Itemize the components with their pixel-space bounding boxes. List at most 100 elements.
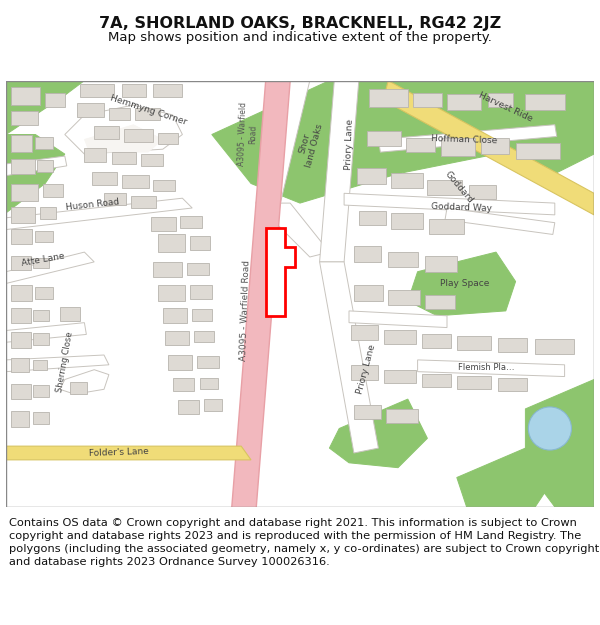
Polygon shape — [11, 308, 31, 322]
Polygon shape — [425, 295, 455, 309]
Polygon shape — [158, 234, 185, 252]
Polygon shape — [422, 334, 451, 348]
Polygon shape — [192, 309, 212, 321]
Polygon shape — [441, 138, 475, 156]
Polygon shape — [256, 203, 329, 257]
Polygon shape — [6, 252, 94, 284]
Text: 7A, SHORLAND OAKS, BRACKNELL, RG42 2JZ: 7A, SHORLAND OAKS, BRACKNELL, RG42 2JZ — [99, 16, 501, 31]
Polygon shape — [481, 138, 509, 154]
Polygon shape — [204, 399, 221, 411]
Polygon shape — [11, 358, 29, 372]
Polygon shape — [37, 160, 53, 172]
Polygon shape — [357, 168, 386, 184]
Polygon shape — [173, 378, 194, 391]
Polygon shape — [320, 81, 359, 262]
Polygon shape — [388, 291, 419, 305]
Polygon shape — [43, 184, 63, 198]
Polygon shape — [368, 89, 408, 107]
Polygon shape — [35, 138, 53, 149]
Polygon shape — [11, 184, 38, 201]
Text: Priory Lane: Priory Lane — [356, 344, 377, 396]
Polygon shape — [124, 129, 153, 142]
Polygon shape — [212, 81, 594, 203]
Polygon shape — [11, 207, 35, 222]
Polygon shape — [178, 400, 199, 414]
Polygon shape — [6, 446, 251, 460]
Polygon shape — [349, 311, 447, 328]
Polygon shape — [498, 338, 527, 352]
Polygon shape — [351, 365, 379, 379]
Polygon shape — [151, 217, 176, 231]
Polygon shape — [11, 411, 29, 426]
Polygon shape — [200, 378, 218, 389]
Polygon shape — [388, 252, 418, 267]
Polygon shape — [515, 143, 560, 159]
Polygon shape — [6, 134, 65, 213]
Polygon shape — [190, 286, 212, 299]
Polygon shape — [457, 376, 491, 389]
Polygon shape — [526, 379, 594, 507]
Polygon shape — [11, 159, 35, 174]
Polygon shape — [391, 173, 422, 188]
Text: Goddard Way: Goddard Way — [431, 202, 492, 214]
Polygon shape — [498, 378, 527, 391]
Polygon shape — [60, 370, 109, 394]
Polygon shape — [163, 308, 187, 322]
Polygon shape — [391, 213, 422, 229]
Circle shape — [529, 407, 571, 450]
Polygon shape — [141, 154, 163, 166]
Polygon shape — [422, 374, 451, 388]
Polygon shape — [427, 179, 462, 195]
Polygon shape — [386, 409, 418, 422]
Polygon shape — [11, 384, 31, 399]
Polygon shape — [11, 332, 31, 348]
Text: Sherring Close: Sherring Close — [55, 331, 74, 393]
Polygon shape — [77, 103, 104, 117]
Polygon shape — [418, 360, 565, 376]
Polygon shape — [122, 84, 146, 98]
Polygon shape — [6, 156, 67, 176]
Polygon shape — [34, 360, 47, 370]
Text: Map shows position and indicative extent of the property.: Map shows position and indicative extent… — [108, 31, 492, 44]
Polygon shape — [367, 131, 401, 146]
Polygon shape — [320, 262, 379, 453]
Polygon shape — [65, 105, 182, 154]
Polygon shape — [384, 329, 416, 344]
Polygon shape — [94, 126, 119, 139]
Polygon shape — [467, 81, 594, 174]
Text: Flemish Pla…: Flemish Pla… — [458, 363, 514, 372]
Polygon shape — [408, 252, 515, 316]
Polygon shape — [11, 229, 32, 244]
Polygon shape — [354, 405, 382, 419]
Polygon shape — [6, 198, 192, 229]
Polygon shape — [351, 324, 379, 340]
Polygon shape — [457, 336, 491, 350]
Polygon shape — [194, 331, 214, 342]
Polygon shape — [425, 256, 457, 272]
Text: Hemmyng Corner: Hemmyng Corner — [109, 93, 188, 127]
Polygon shape — [181, 216, 202, 227]
Polygon shape — [406, 138, 435, 152]
Polygon shape — [488, 93, 512, 107]
Polygon shape — [329, 399, 427, 468]
Polygon shape — [354, 286, 383, 301]
Text: Huson Road: Huson Road — [65, 198, 119, 212]
Polygon shape — [85, 148, 106, 162]
Text: Contains OS data © Crown copyright and database right 2021. This information is : Contains OS data © Crown copyright and d… — [9, 518, 599, 568]
Polygon shape — [187, 263, 209, 274]
Polygon shape — [344, 193, 555, 215]
Polygon shape — [535, 339, 574, 354]
Polygon shape — [158, 132, 178, 144]
Polygon shape — [445, 208, 555, 234]
Polygon shape — [197, 356, 218, 367]
Polygon shape — [104, 193, 125, 205]
Polygon shape — [153, 84, 182, 98]
Polygon shape — [430, 219, 464, 234]
Polygon shape — [384, 370, 416, 383]
Polygon shape — [153, 262, 182, 277]
Text: Atte Lane: Atte Lane — [21, 252, 65, 268]
Polygon shape — [6, 355, 109, 372]
Text: Harvest Ride: Harvest Ride — [478, 91, 534, 124]
Polygon shape — [6, 322, 86, 342]
Polygon shape — [266, 228, 295, 316]
